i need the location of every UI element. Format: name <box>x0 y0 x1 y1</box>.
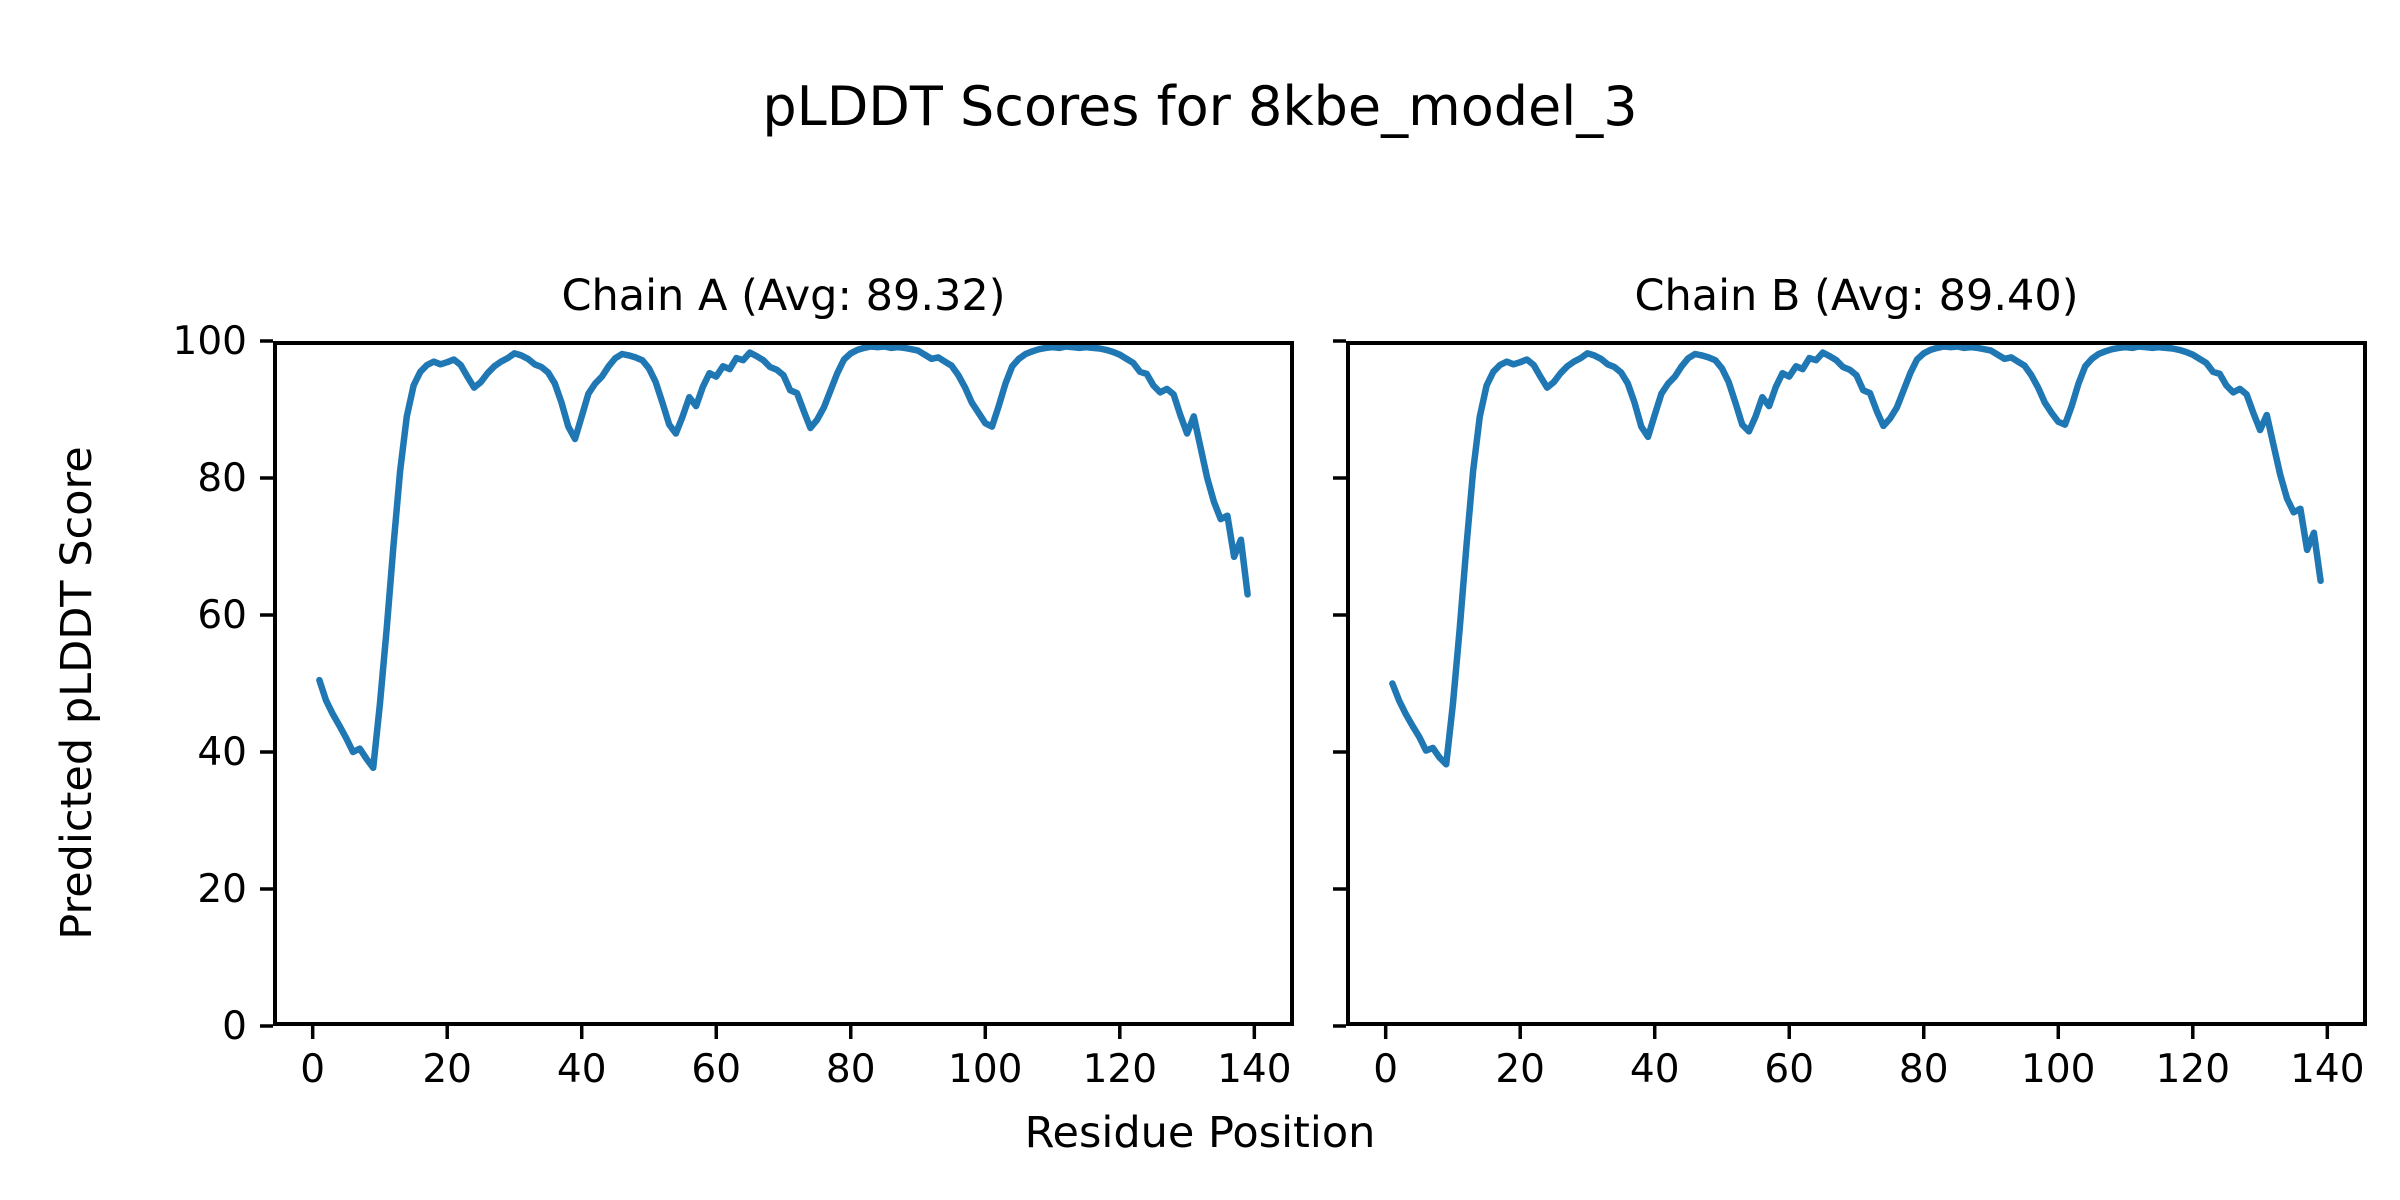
chain-a-axes: 0 20 40 60 80 100 120 140 0 20 40 60 80 100 <box>173 322 1294 1089</box>
x-tick-label: 0 <box>300 1047 326 1092</box>
y-tick-label: 80 <box>197 456 247 501</box>
x-tick-label: 100 <box>948 1047 1023 1092</box>
axes-frame <box>1346 341 2367 1026</box>
axes-frame <box>273 341 1294 1026</box>
x-tick-label: 60 <box>1764 1047 1815 1092</box>
x-tick-label: 100 <box>2021 1047 2096 1092</box>
x-tick-label: 0 <box>1373 1047 1399 1092</box>
figure-title: pLDDT Scores for 8kbe_model_3 <box>762 75 1638 138</box>
plot-area <box>260 339 1294 1039</box>
y-tick-label: 100 <box>172 319 247 364</box>
y-axis-label: Predicted pLDDT Score <box>52 446 102 940</box>
x-tick-label: 80 <box>825 1047 876 1092</box>
x-tick-label: 20 <box>1495 1047 1545 1092</box>
chain-b-axes: 0 20 40 60 80 100 120 140 <box>1333 339 2367 1089</box>
plot-area <box>1333 339 2367 1039</box>
chain-a-title: Chain A (Avg: 89.32) <box>561 271 1006 321</box>
x-tick-label: 60 <box>691 1047 742 1092</box>
chain-b-title: Chain B (Avg: 89.40) <box>1634 271 2079 321</box>
x-tick-label: 140 <box>2290 1047 2365 1092</box>
y-tick-label: 20 <box>197 867 247 912</box>
x-tick-label: 20 <box>422 1047 472 1092</box>
plddt-line <box>316 343 1251 772</box>
x-tick-label: 80 <box>1898 1047 1949 1092</box>
x-tick-label: 120 <box>1082 1047 1158 1092</box>
x-tick-label: 140 <box>1217 1047 1292 1092</box>
x-tick-label: 40 <box>1629 1047 1680 1092</box>
plddt-line <box>1389 343 2324 768</box>
x-tick-label: 40 <box>556 1047 607 1092</box>
y-tick-label: 40 <box>197 730 247 775</box>
x-tick-label: 120 <box>2155 1047 2231 1092</box>
y-tick-label: 0 <box>222 1004 247 1049</box>
x-axis-label: Residue Position <box>1024 1108 1376 1158</box>
y-tick-label: 60 <box>197 593 247 638</box>
